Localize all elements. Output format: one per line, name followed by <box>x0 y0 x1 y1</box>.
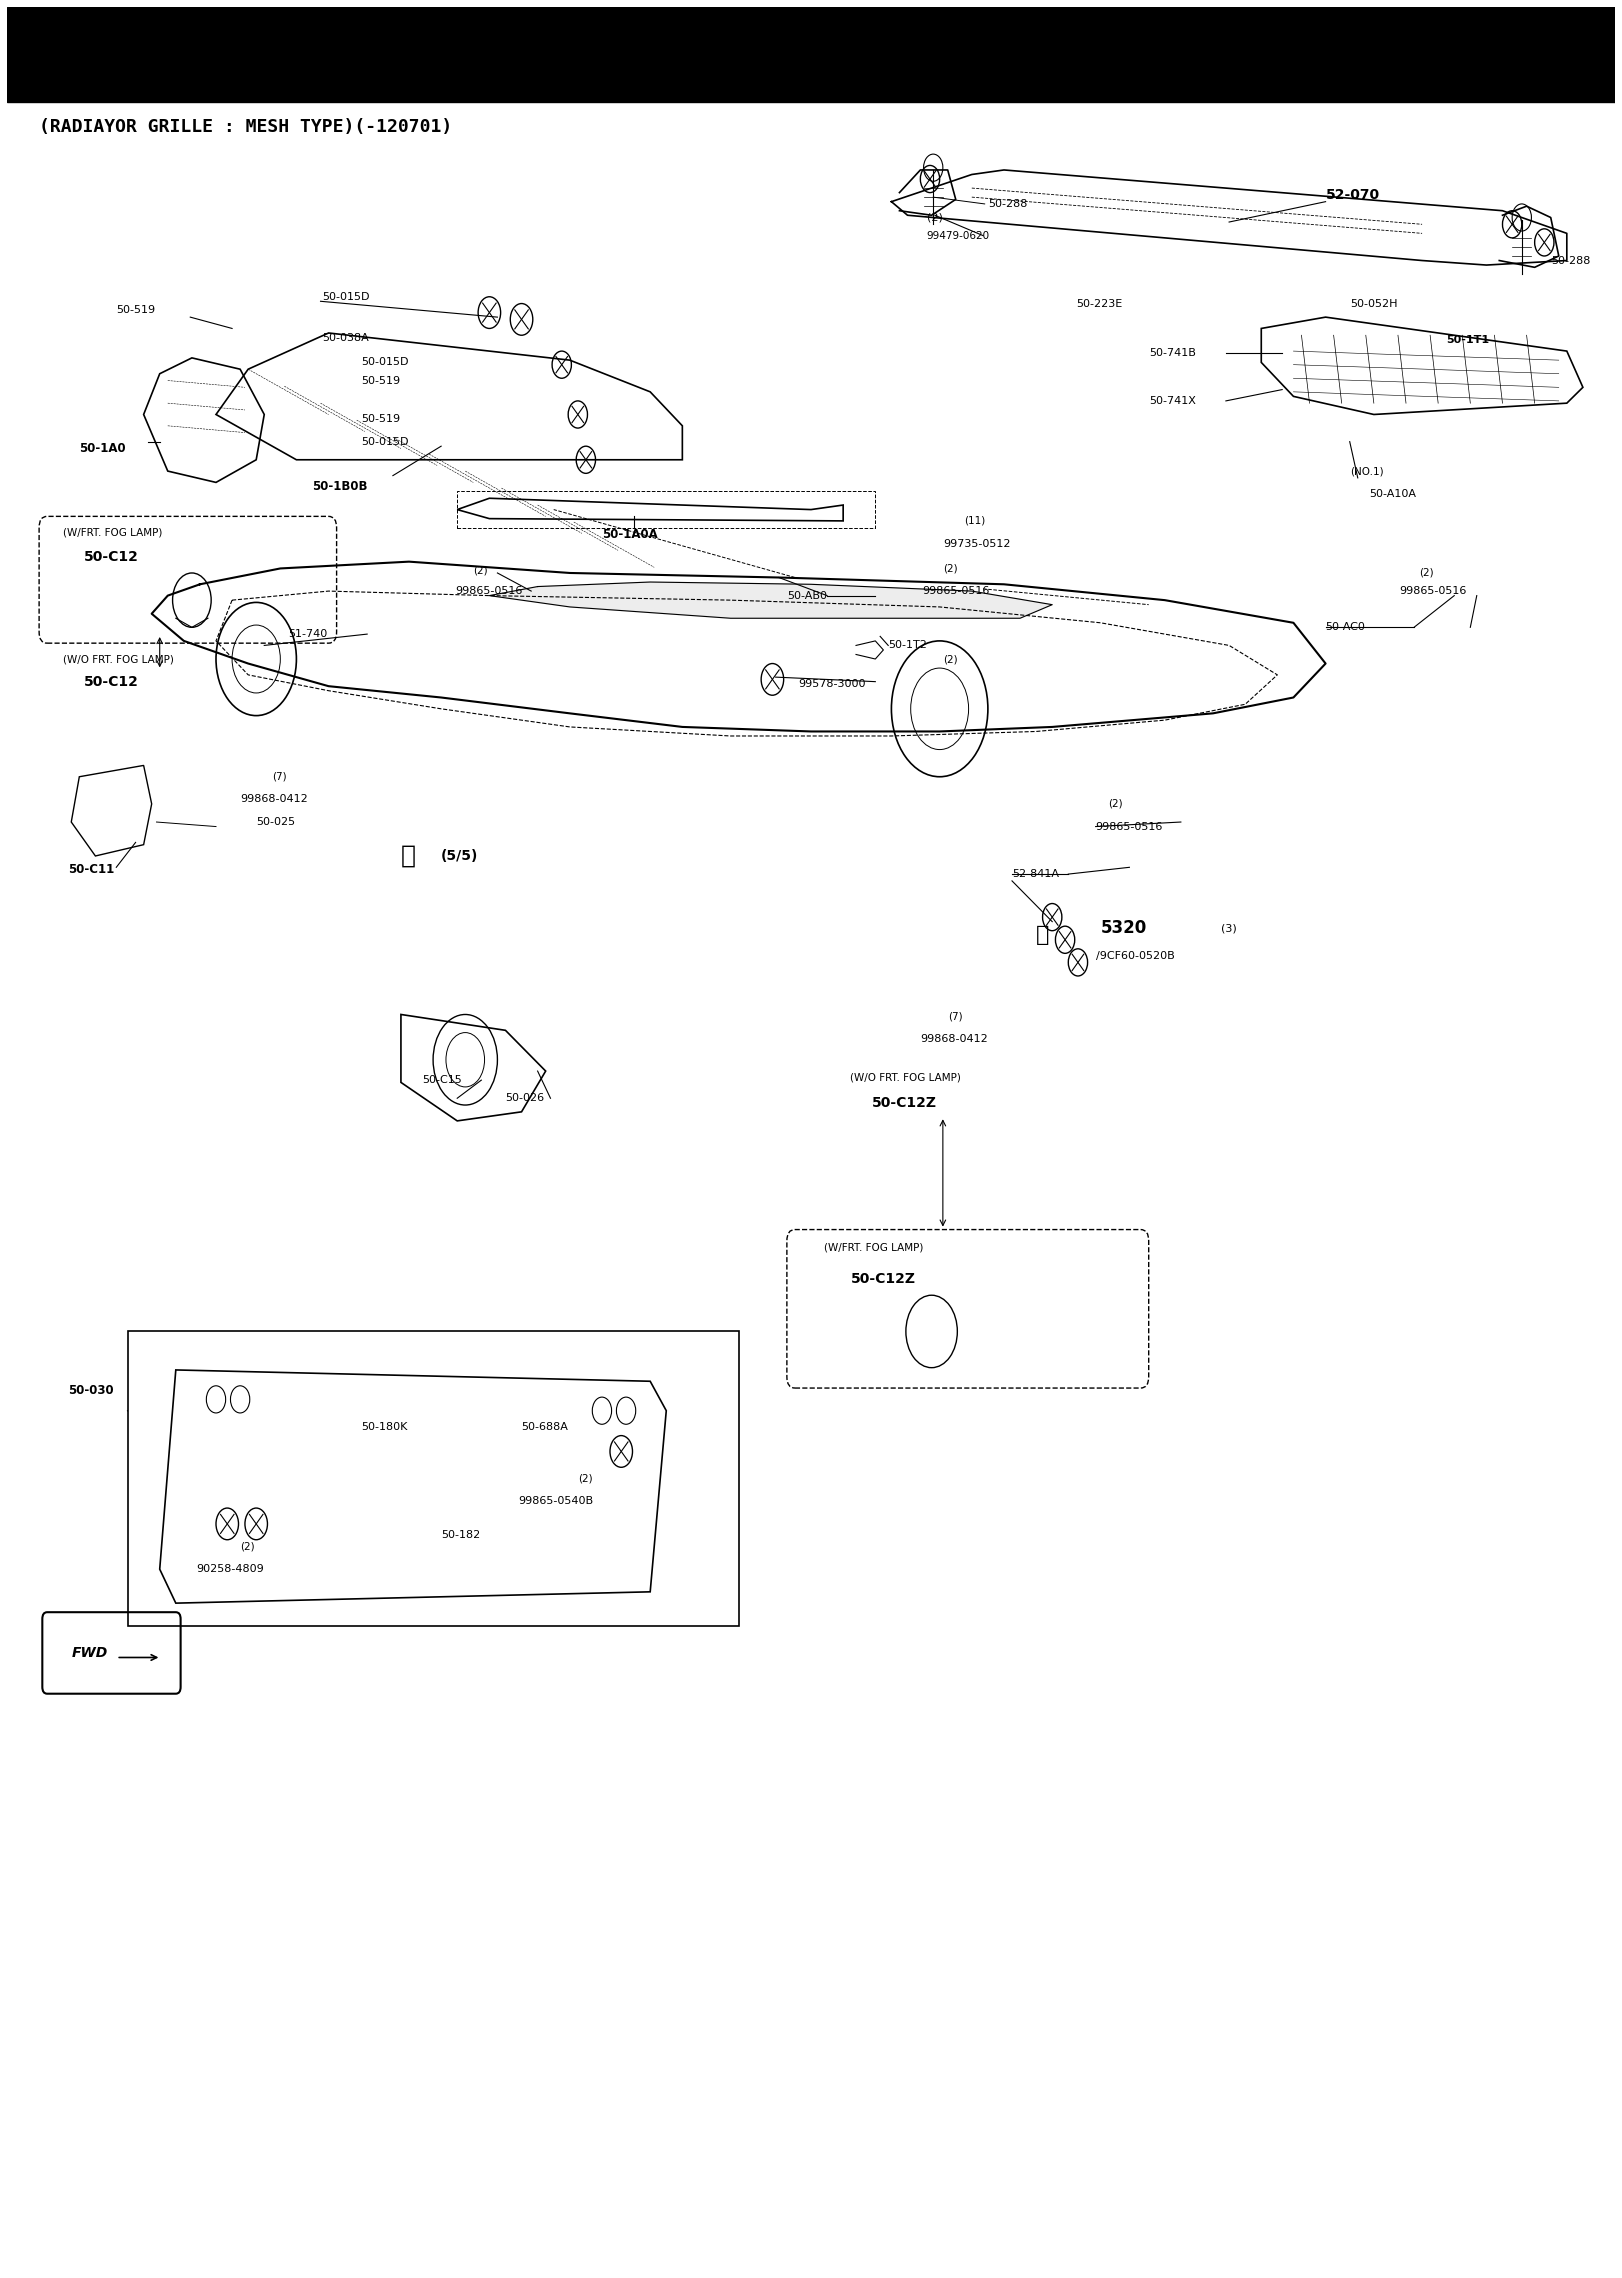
Text: (2): (2) <box>942 654 957 663</box>
Text: (2): (2) <box>240 1542 255 1551</box>
Text: 99865-0540B: 99865-0540B <box>519 1497 594 1506</box>
Text: 50-519: 50-519 <box>360 376 401 385</box>
Text: 99868-0412: 99868-0412 <box>240 795 308 804</box>
Text: 50-1T1: 50-1T1 <box>1447 335 1489 344</box>
Text: 50-C15: 50-C15 <box>422 1075 462 1084</box>
Text: (W/FRT. FOG LAMP): (W/FRT. FOG LAMP) <box>63 526 162 538</box>
Text: 50-C12Z: 50-C12Z <box>852 1273 916 1287</box>
Text: 50-AC0: 50-AC0 <box>1325 622 1366 633</box>
Text: (2): (2) <box>474 565 488 576</box>
Text: 50-052H: 50-052H <box>1350 298 1397 308</box>
Text: 50-519: 50-519 <box>360 415 401 424</box>
Text: 50-288: 50-288 <box>988 198 1027 210</box>
Text: 50-038A: 50-038A <box>323 333 368 342</box>
Text: 52-841A: 52-841A <box>1012 870 1059 879</box>
Text: 50-1A0: 50-1A0 <box>79 442 127 456</box>
Text: (W/FRT. FOG LAMP): (W/FRT. FOG LAMP) <box>824 1244 923 1253</box>
Text: (2): (2) <box>577 1474 592 1483</box>
Text: 99735-0512: 99735-0512 <box>942 538 1011 549</box>
Text: 50-030: 50-030 <box>68 1383 114 1396</box>
Text: (5/5): (5/5) <box>441 850 478 863</box>
Text: 90258-4809: 90258-4809 <box>196 1565 264 1574</box>
Text: (11): (11) <box>963 515 985 526</box>
Text: 99865-0516: 99865-0516 <box>456 585 522 597</box>
Text: ⮪: ⮪ <box>1036 925 1049 945</box>
Text: FWD: FWD <box>71 1647 107 1661</box>
Text: 50-288: 50-288 <box>1551 255 1590 267</box>
Text: (7): (7) <box>947 1011 962 1023</box>
Text: 99578-3000: 99578-3000 <box>798 679 866 688</box>
Text: 99865-0516: 99865-0516 <box>1400 585 1466 597</box>
Text: 50-182: 50-182 <box>441 1531 480 1540</box>
Text: 50-1A0A: 50-1A0A <box>602 528 657 540</box>
Text: 50-025: 50-025 <box>256 818 295 827</box>
Text: (2): (2) <box>942 563 957 574</box>
Text: 50-C12: 50-C12 <box>84 549 139 565</box>
Text: 50-C12Z: 50-C12Z <box>873 1096 938 1109</box>
Text: /9CF60-0520B: /9CF60-0520B <box>1095 950 1174 961</box>
Text: 50-223E: 50-223E <box>1077 298 1122 308</box>
Bar <box>457 492 876 528</box>
Text: (7): (7) <box>272 772 287 781</box>
Text: 50-C11: 50-C11 <box>68 863 114 877</box>
Text: (NO.1): (NO.1) <box>1350 467 1384 476</box>
Text: 50-026: 50-026 <box>506 1093 545 1103</box>
Text: 50-A10A: 50-A10A <box>1369 490 1416 499</box>
Text: 50-1B0B: 50-1B0B <box>313 481 368 494</box>
Text: ⮪: ⮪ <box>401 843 415 868</box>
Text: (2): (2) <box>1419 567 1434 579</box>
Text: (RADIAYOR GRILLE : MESH TYPE)(-120701): (RADIAYOR GRILLE : MESH TYPE)(-120701) <box>39 118 453 137</box>
Text: 99868-0412: 99868-0412 <box>920 1034 988 1043</box>
Text: (2): (2) <box>1108 800 1122 809</box>
Text: (W/O FRT. FOG LAMP): (W/O FRT. FOG LAMP) <box>63 654 174 663</box>
Text: (2): (2) <box>926 212 942 223</box>
Text: 50-180K: 50-180K <box>360 1421 407 1431</box>
Text: 99479-0620: 99479-0620 <box>926 230 989 241</box>
Text: 50-688A: 50-688A <box>522 1421 568 1431</box>
Text: 99865-0516: 99865-0516 <box>1095 822 1163 831</box>
Text: 5320: 5320 <box>1100 920 1147 939</box>
Text: 50-AB0: 50-AB0 <box>787 590 827 601</box>
Text: (3): (3) <box>1221 923 1238 934</box>
Polygon shape <box>490 581 1053 617</box>
Text: 50-741B: 50-741B <box>1148 349 1195 358</box>
Bar <box>128 1330 738 1626</box>
Text: 52-070: 52-070 <box>1325 187 1380 203</box>
Text: 50-1T2: 50-1T2 <box>889 640 928 652</box>
Text: 51-740: 51-740 <box>289 629 328 640</box>
Text: 50-519: 50-519 <box>117 305 156 314</box>
Bar <box>6 7 1616 103</box>
Text: 50-C12: 50-C12 <box>84 674 139 688</box>
Text: 50-741X: 50-741X <box>1148 396 1195 405</box>
Text: 99865-0516: 99865-0516 <box>921 585 989 597</box>
Text: 50-015D: 50-015D <box>360 437 409 446</box>
Text: 50-015D: 50-015D <box>323 292 370 301</box>
Text: (W/O FRT. FOG LAMP): (W/O FRT. FOG LAMP) <box>850 1073 960 1082</box>
Text: 50-015D: 50-015D <box>360 358 409 367</box>
